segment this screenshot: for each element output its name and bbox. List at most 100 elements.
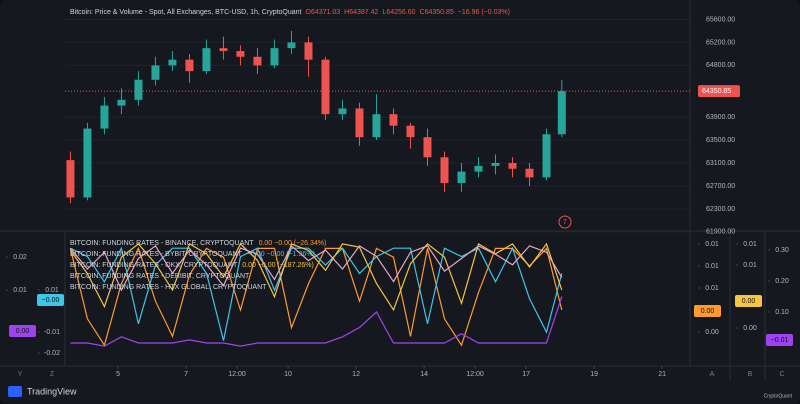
y-tick-label: 63100.00 (706, 160, 735, 167)
y-tick-label: 0.10 (775, 309, 789, 316)
legend-entry: BITCOIN: FUNDING RATES - BINANCE, CRYPTO… (70, 240, 326, 247)
ohlc-value: −16.96 (−0.03%) (458, 9, 510, 16)
candle-body (185, 59, 194, 72)
axis-letter: Z (50, 371, 55, 378)
last-price-label: 64350.85 (702, 88, 731, 95)
candle-body (321, 59, 330, 115)
candle-body (406, 125, 415, 138)
value-box-label: 0.00 (701, 308, 715, 315)
value-box (9, 325, 36, 337)
event-marker (558, 215, 572, 229)
candle-body (100, 105, 109, 129)
candle-body (491, 163, 500, 166)
x-tick-label: 17 (522, 371, 530, 378)
axis-letter: B (748, 371, 753, 378)
candle-body (355, 108, 364, 138)
legend-name: BITCOIN: FUNDING RATES - DERIBIT, CRYPTO… (70, 273, 250, 280)
y-tick-label: -0.01 (44, 329, 60, 336)
y-tick-label: 63500.00 (706, 137, 735, 144)
legend-name: BITCOIN: FUNDING RATES - BYBIT, CRYPTOQU… (70, 251, 243, 258)
candle-body (168, 59, 177, 66)
value-box-label: −0.00 (42, 297, 60, 304)
axis-letter: C (779, 371, 784, 378)
candle-body (236, 51, 245, 57)
x-tick-label: 12:00 (228, 371, 246, 378)
legend-name: BITCOIN: FUNDING RATES - OKX, CRYPTOQUAN… (70, 262, 238, 269)
candle-body (66, 160, 75, 198)
legend-entry: BITCOIN: FUNDING RATES - DERIBIT, CRYPTO… (70, 273, 250, 280)
x-tick-label: 10 (284, 371, 292, 378)
y-tick-label: 65200.00 (706, 39, 735, 46)
x-tick-label: 7 (184, 371, 188, 378)
axis-letter: Y (18, 371, 23, 378)
funding-line (70, 246, 563, 341)
legend-entry: BITCOIN: FUNDING RATES - OKX, CRYPTOQUAN… (70, 262, 314, 269)
ohlc-value: C64350.85 (420, 9, 454, 16)
y-tick-label: 63900.00 (706, 114, 735, 121)
candle-body (117, 99, 126, 106)
value-box (694, 305, 721, 317)
y-tick-label: 0.02 (13, 254, 27, 261)
title: Bitcoin: Price & Volume - Spot, All Exch… (70, 9, 302, 16)
brand-logo[interactable] (8, 386, 22, 397)
candle-body (542, 134, 551, 178)
y-tick-label: 65600.00 (706, 16, 735, 23)
candle-body (457, 171, 466, 184)
ohlc-value: O64371.03 (306, 9, 341, 16)
y-tick-label: 0.01 (743, 241, 757, 248)
candle-body (508, 163, 517, 169)
y-tick-label: -0.02 (44, 350, 60, 357)
candle-body (474, 165, 483, 172)
y-tick-label: 0.01 (743, 262, 757, 269)
y-tick-label: 0.01 (705, 241, 719, 248)
y-tick-label: 0.20 (775, 278, 789, 285)
y-tick-label: 0.00 (705, 329, 719, 336)
ohlc-value: L64256.60 (382, 9, 415, 16)
value-box-label: 0.00 (742, 298, 756, 305)
x-tick-label: 14 (420, 371, 428, 378)
y-tick-label: 64800.00 (706, 62, 735, 69)
candle-body (219, 48, 228, 52)
legend-entry: BITCOIN: FUNDING RATES - HTX GLOBAL, CRY… (70, 284, 267, 291)
candle-body (389, 114, 398, 126)
candle-body (557, 91, 566, 135)
y-tick-label: 0.01 (705, 285, 719, 292)
funding-line (69, 244, 563, 292)
last-price-box (698, 85, 740, 98)
funding-line (69, 242, 563, 312)
candle-body (151, 65, 160, 80)
y-tick-label: 61900.00 (706, 229, 735, 236)
y-tick-label: 0.00 (743, 325, 757, 332)
x-tick-label: 12 (352, 371, 360, 378)
funding-line (70, 296, 563, 347)
value-box-label: 0.00 (16, 328, 30, 335)
y-tick-label: 62300.00 (706, 206, 735, 213)
y-tick-label: 62700.00 (706, 183, 735, 190)
value-box (37, 294, 64, 306)
axis-letter: A (710, 371, 715, 378)
brand[interactable]: TradingView (27, 386, 77, 396)
legend-values: −0.00 −0.00 (−1.36%) (247, 251, 315, 258)
y-tick-label: 0.01 (45, 287, 59, 294)
x-tick-label: 21 (658, 371, 666, 378)
legend-values: 0.00 −0.00 (−187.26%) (242, 262, 314, 269)
value-box-label: −0.01 (771, 337, 789, 344)
value-box (766, 334, 793, 346)
value-box (735, 295, 762, 307)
ohlc-value: H64387.42 (344, 9, 378, 16)
candle-body (423, 137, 432, 158)
x-tick-label: 5 (116, 371, 120, 378)
funding-line (69, 246, 563, 347)
candle-body (83, 128, 92, 198)
candle-body (134, 79, 143, 100)
candle-body (253, 56, 262, 66)
x-tick-label: 19 (590, 371, 598, 378)
x-tick-label: 12:00 (466, 371, 484, 378)
legend-values: 0.00 −0.00 (−26.34%) (259, 240, 327, 247)
candle-body (304, 42, 313, 60)
candle-body (270, 48, 279, 66)
event-marker-label: 7 (563, 219, 567, 226)
candle-body (525, 168, 534, 178)
